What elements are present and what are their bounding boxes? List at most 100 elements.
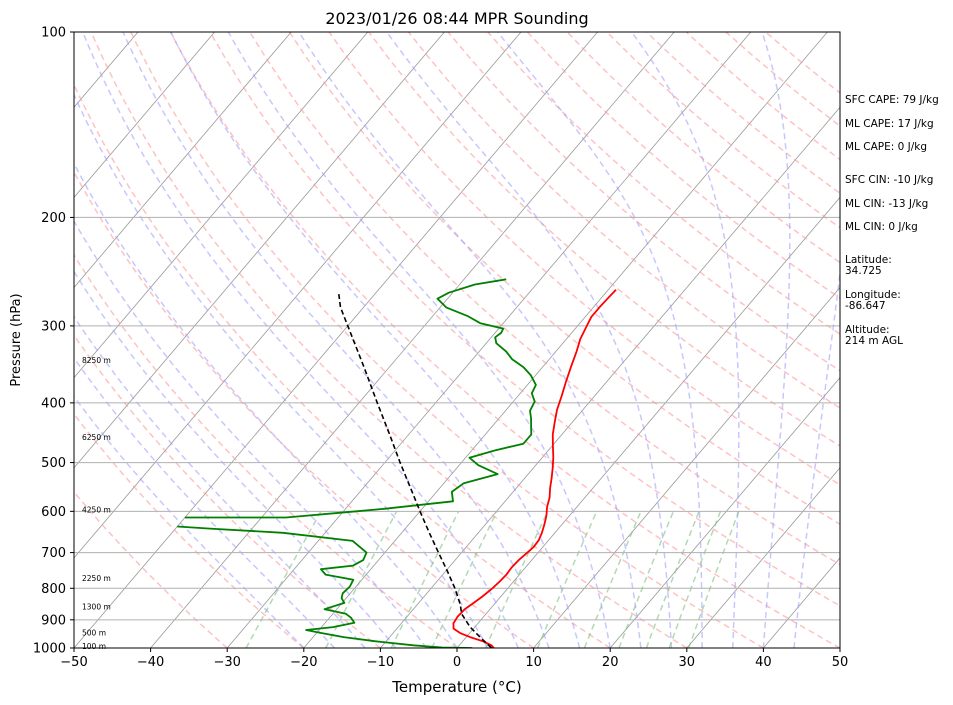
sfc-cin-text: SFC CIN: -10 J/kg [845,174,934,186]
parcel-path-line [337,291,493,648]
pressure-grid [74,32,840,648]
height-labels: 100 m 500 m 1300 m 2250 m 4250 m 6250 m 8250 m [82,356,111,651]
mixing-ratio-line [583,511,642,648]
height-label: 4250 m [82,505,111,514]
y-tick-label: 600 [41,505,66,520]
y-tick-label: 400 [41,396,66,411]
moist-adiabat-line [386,32,673,648]
y-tick-label: 700 [41,546,66,561]
y-tick-label: 100 [41,26,66,41]
dry-adiabat-line [74,412,305,648]
y-tick-label: 200 [41,211,66,226]
x-tick-label: −50 [60,655,87,670]
dry-adiabat-line [169,32,840,648]
height-label: 500 m [82,629,106,638]
height-label: 100 m [82,642,106,651]
moist-adiabat-line [74,93,489,648]
moist-adiabat-line [497,32,703,648]
moist-adiabat-line [122,32,550,648]
isotherm-line [609,377,840,648]
dry-adiabat-line [288,32,840,526]
isotherm-line [150,32,675,648]
isotherm-line [74,32,445,469]
mixing-ratio-line [618,511,675,648]
isotherm-line [74,32,215,199]
moist-adiabat-line [170,32,581,648]
moist-adiabat-line [631,32,740,648]
dry-adiabat-line [368,32,840,447]
x-tick-label: −20 [290,655,317,670]
isotherm-line [380,106,840,648]
height-label: 2250 m [82,574,111,583]
x-tick-label: −30 [213,655,240,670]
altitude-label: Altitude: [845,324,890,336]
profile-lines [177,278,617,648]
dry-adiabat-line [74,253,458,648]
isotherm-line [74,32,522,559]
moist-adiabat-line [74,219,427,648]
temperature-profile-line [452,289,617,648]
y-axis-ticks: 100 200 300 400 500 600 700 800 900 1000 [33,26,74,657]
isotherm-line [303,32,828,648]
moist-adiabat-line [298,32,642,648]
chart-title: 2023/01/26 08:44 MPR Sounding [325,9,588,28]
dry-adiabat-line [209,32,840,607]
dry-adiabat-line [90,32,688,648]
moist-adiabat-line [82,32,519,648]
y-tick-label: 500 [41,456,66,471]
longitude-value: -86.647 [845,300,886,312]
height-label: 1300 m [82,603,111,612]
sfc-cape-text: SFC CAPE: 79 J/kg [845,94,939,106]
y-tick-label: 800 [41,582,66,597]
moist-adiabat-line [74,356,335,648]
latitude-label: Latitude: [845,254,892,266]
isotherm-line [533,286,840,648]
ml-cape-text-2: ML CAPE: 0 J/kg [845,141,928,153]
moist-adiabat-line [227,32,611,648]
isotherm-line [226,32,752,648]
y-axis-label: Pressure (hPa) [9,293,24,386]
moist-adiabat-line [74,315,366,648]
dry-adiabat-line [74,334,381,648]
x-tick-label: 50 [832,655,849,670]
y-tick-label: 300 [41,319,66,334]
ml-cape-text: ML CAPE: 17 J/kg [845,118,934,130]
dry-adiabat-line [74,490,228,648]
x-axis-label: Temperature (°C) [391,678,521,696]
dry-adiabat-line [407,32,840,409]
moist-adiabat-line [74,395,305,648]
dry-adiabat-line [249,32,840,566]
x-axis-ticks: −50 −40 −30 −20 −10 0 10 20 30 40 50 [60,648,848,670]
x-tick-label: 0 [453,655,461,670]
dry-adiabat-line [74,83,611,648]
isotherm-line [686,467,840,648]
dry-adiabat-line [130,32,764,648]
ml-cin-text: ML CIN: -13 J/kg [845,198,929,210]
x-tick-label: −40 [137,655,164,670]
x-tick-label: 40 [755,655,772,670]
mixing-ratio-line [687,511,740,648]
background-lines [74,32,840,648]
ml-cin-text-2: ML CIN: 0 J/kg [845,221,918,233]
altitude-value: 214 m AGL [845,335,903,347]
x-tick-label: 10 [525,655,542,670]
plot-frame [73,31,841,649]
mixing-ratio-line [431,510,498,648]
isotherm-line [74,32,598,648]
mixing-ratio-line [390,510,460,648]
dewpoint-profile-line [177,525,473,648]
mixing-ratio-line [536,510,598,648]
dry-adiabat-line [328,32,840,486]
longitude-label: Longitude: [845,289,901,301]
mixing-ratio-line [645,511,700,648]
mixing-ratio-line [325,510,398,648]
y-tick-label: 900 [41,613,66,628]
mixing-ratio-line [245,510,322,648]
x-tick-label: −10 [367,655,394,670]
y-tick-label: 1000 [33,642,66,657]
isotherm-line [74,32,369,379]
isotherm-line [456,196,840,648]
moist-adiabat-line [74,161,458,648]
moist-adiabat-line [761,32,791,648]
